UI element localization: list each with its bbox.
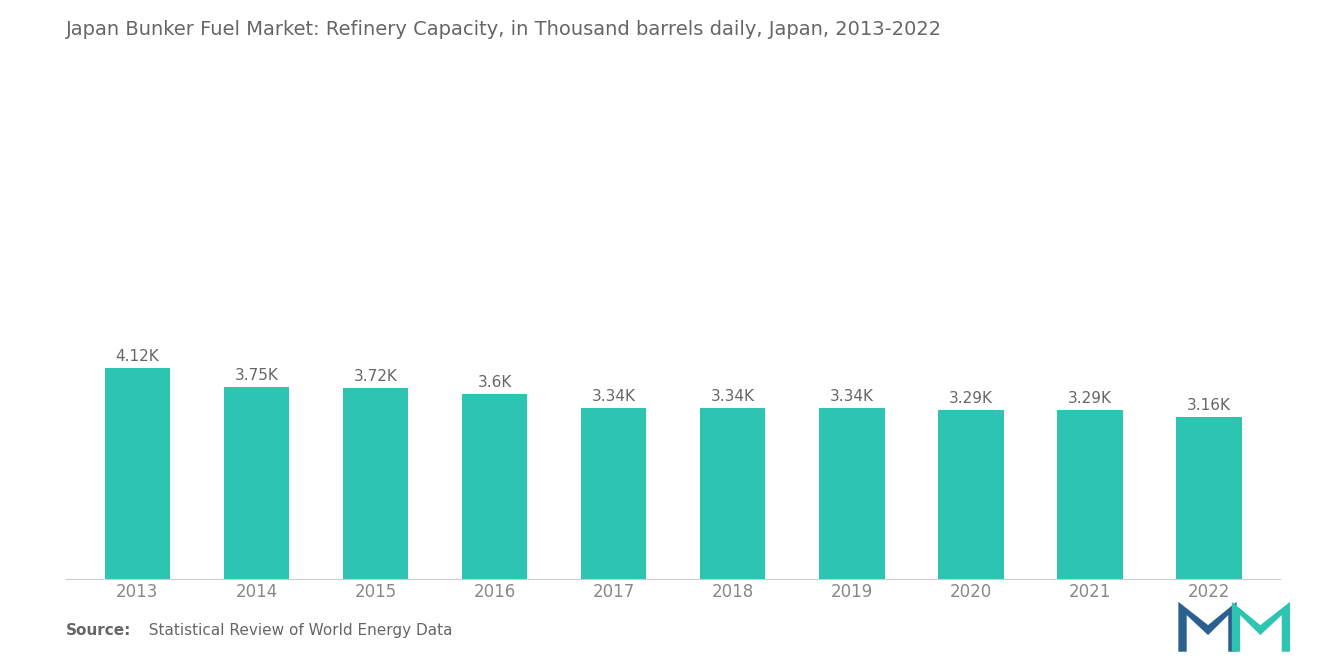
- Bar: [343, 388, 408, 579]
- Text: 3.72K: 3.72K: [354, 369, 397, 384]
- Bar: [224, 387, 289, 579]
- Text: 3.6K: 3.6K: [478, 375, 512, 390]
- Bar: [462, 394, 528, 579]
- Text: Statistical Review of World Energy Data: Statistical Review of World Energy Data: [139, 623, 451, 638]
- Bar: [1057, 410, 1122, 579]
- Text: 3.16K: 3.16K: [1187, 398, 1232, 413]
- Text: 3.29K: 3.29K: [949, 391, 993, 406]
- Bar: [818, 408, 884, 579]
- Bar: [1176, 417, 1242, 579]
- Text: 3.29K: 3.29K: [1068, 391, 1111, 406]
- Text: 3.34K: 3.34K: [710, 388, 755, 404]
- Text: 3.34K: 3.34K: [591, 388, 636, 404]
- Polygon shape: [1179, 602, 1237, 652]
- Text: Japan Bunker Fuel Market: Refinery Capacity, in Thousand barrels daily, Japan, 2: Japan Bunker Fuel Market: Refinery Capac…: [66, 20, 942, 39]
- Bar: [939, 410, 1003, 579]
- Text: Source:: Source:: [66, 623, 132, 638]
- Text: 3.75K: 3.75K: [235, 368, 279, 382]
- Bar: [104, 368, 170, 579]
- Polygon shape: [1232, 602, 1290, 652]
- Bar: [700, 408, 766, 579]
- Text: 4.12K: 4.12K: [116, 348, 160, 364]
- Text: 3.34K: 3.34K: [830, 388, 874, 404]
- Bar: [581, 408, 647, 579]
